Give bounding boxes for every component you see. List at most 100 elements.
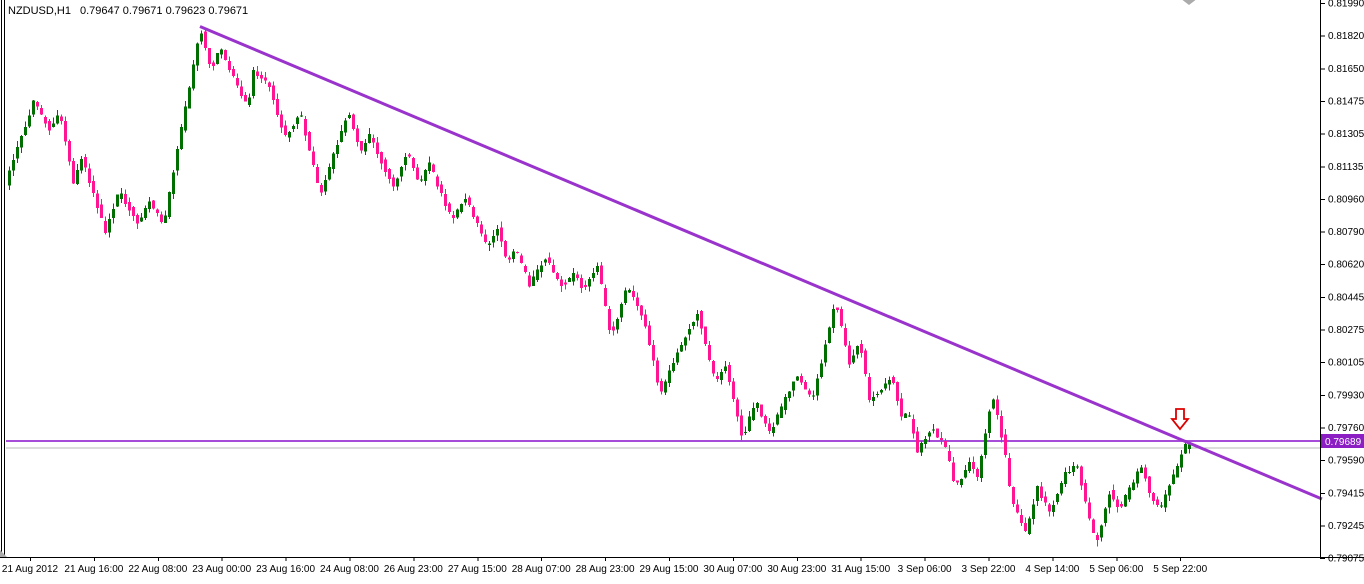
- candle-bear: [156, 209, 159, 213]
- candle-bear: [760, 404, 763, 417]
- chart-title: NZDUSD,H1 0.79647 0.79671 0.79623 0.79671: [8, 5, 248, 17]
- candle-bear: [860, 344, 863, 353]
- candle-bear: [380, 152, 383, 164]
- candle-bear: [448, 203, 451, 212]
- candle-bull: [992, 399, 995, 409]
- y-axis-label: 0.81135: [1328, 162, 1364, 173]
- y-axis-label: 0.79075: [1328, 554, 1364, 565]
- x-axis-label: 30 Aug 23:00: [767, 564, 826, 575]
- candle-bear: [808, 390, 811, 395]
- candle-bull: [216, 53, 219, 64]
- candle-bull: [1032, 504, 1035, 519]
- candle-bull: [932, 429, 935, 431]
- y-axis-label: 0.79245: [1328, 521, 1364, 532]
- candle-bear: [948, 451, 951, 461]
- candle-bull: [180, 127, 183, 149]
- candle-bear: [72, 161, 75, 184]
- candle-bear: [100, 204, 103, 218]
- candle-bear: [1148, 476, 1151, 493]
- candle-bear: [504, 241, 507, 257]
- candle-bull: [812, 395, 815, 397]
- candle-bull: [1036, 486, 1039, 501]
- candle-bear: [256, 71, 259, 76]
- candle-bear: [1016, 504, 1019, 513]
- candle-bull: [32, 100, 35, 115]
- candle-bull: [188, 87, 191, 109]
- candle-bear: [128, 202, 131, 211]
- candle-bear: [1080, 466, 1083, 486]
- candle-bear: [556, 273, 559, 279]
- candle-bear: [160, 214, 163, 222]
- candle-bear: [768, 423, 771, 431]
- candle-bull: [116, 194, 119, 207]
- candle-bull: [196, 43, 199, 66]
- x-axis-label: 3 Sep 22:00: [962, 564, 1016, 575]
- candle-bear: [1024, 523, 1027, 531]
- candle-bear: [96, 193, 99, 208]
- candle-bull: [988, 411, 991, 433]
- candle-bear: [232, 69, 235, 76]
- price-badge: [1321, 434, 1364, 448]
- candle-bull: [424, 170, 427, 181]
- candle-bear: [472, 207, 475, 217]
- candle-bull: [908, 415, 911, 417]
- candle-bull: [880, 390, 883, 393]
- candle-bear: [764, 416, 767, 424]
- candle-bear: [1004, 434, 1007, 455]
- candle-bull: [904, 413, 907, 418]
- candle-bull: [220, 49, 223, 55]
- candle-bull: [1168, 485, 1171, 496]
- candle-bear: [520, 255, 523, 263]
- candle-bear: [384, 159, 387, 172]
- candle-bear: [1012, 487, 1015, 504]
- candle-bear: [376, 142, 379, 154]
- candle-bull: [1108, 494, 1111, 508]
- candle-bull: [792, 381, 795, 391]
- candle-bear: [276, 99, 279, 115]
- candle-bull: [288, 132, 291, 138]
- candle-bull: [1064, 472, 1067, 484]
- candle-bull: [820, 363, 823, 377]
- candle-bull: [252, 70, 255, 96]
- candle-bull: [876, 394, 879, 395]
- candle-bull: [928, 432, 931, 437]
- candle-bull: [368, 134, 371, 143]
- candle-bear: [264, 77, 267, 81]
- candle-bull: [680, 345, 683, 352]
- candle-bear: [1000, 416, 1003, 438]
- candle-bull: [1052, 505, 1055, 512]
- trendline[interactable]: [199, 25, 1323, 501]
- candle-bear: [436, 176, 439, 187]
- candle-bear: [240, 86, 243, 96]
- candle-bear: [612, 326, 615, 331]
- candle-bull: [324, 180, 327, 192]
- candle-bull: [696, 314, 699, 321]
- candle-bull: [420, 179, 423, 181]
- candle-bear: [640, 305, 643, 316]
- x-axis-label: 3 Sep 06:00: [898, 564, 952, 575]
- candle-bear: [632, 291, 635, 297]
- y-axis-label: 0.79415: [1328, 488, 1364, 499]
- candle-bear: [272, 85, 275, 100]
- down-arrow-annotation[interactable]: [1170, 408, 1190, 431]
- candle-bear: [284, 125, 287, 135]
- candle-bull: [20, 136, 23, 148]
- x-axis-label: 29 Aug 15:00: [640, 564, 699, 575]
- candle-bull: [588, 279, 591, 287]
- candle-bull: [772, 427, 775, 433]
- candle-bull: [184, 106, 187, 131]
- y-axis-label: 0.81990: [1328, 0, 1364, 10]
- candle-bear: [412, 158, 415, 168]
- candle-bull: [668, 370, 671, 383]
- candle-bull: [856, 346, 859, 355]
- candle-bear: [416, 167, 419, 180]
- candle-bear: [1156, 499, 1159, 505]
- candle-bull: [1072, 466, 1075, 472]
- candle-bull: [984, 433, 987, 455]
- candle-bull: [572, 273, 575, 282]
- candle-bear: [152, 200, 155, 209]
- y-axis-label: 0.79930: [1328, 390, 1364, 401]
- candle-bull: [144, 208, 147, 218]
- candle-bear: [528, 275, 531, 287]
